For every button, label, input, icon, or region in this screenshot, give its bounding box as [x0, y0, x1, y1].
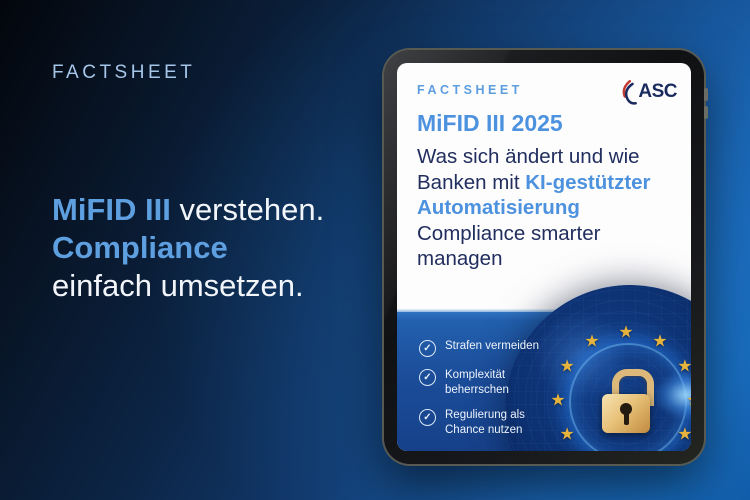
hero-headline: MiFID III verstehen. Compliance einfach …: [52, 191, 382, 305]
page-eyebrow: FACTSHEET: [52, 62, 196, 83]
eu-star-icon: ★: [618, 322, 634, 342]
factsheet-label: FACTSHEET: [417, 83, 523, 97]
check-circle-icon: ✓: [419, 409, 436, 426]
subtitle-accent: KI-gestützter Automatisierung: [417, 170, 651, 220]
tablet-mockup: FACTSHEET ASC MiFID III 2025 Was sich än…: [384, 50, 708, 464]
tablet-volume-button-up: [704, 88, 708, 101]
padlock-icon: [602, 369, 654, 433]
factsheet-subtitle: Was sich ändert und wie Banken mit KI-ge…: [417, 144, 657, 272]
eu-star-icon: ★: [559, 356, 575, 376]
asc-logo: ASC: [619, 79, 677, 105]
subtitle-seg1: Was sich ändert und wie Banken mit: [417, 145, 640, 194]
checklist-label: Strafen vermeiden: [445, 340, 539, 352]
asc-logo-text: ASC: [638, 81, 677, 102]
checklist-item: ✓ Strafen vermeiden: [419, 339, 553, 357]
subtitle-seg3: Compliance smarter managen: [417, 221, 601, 271]
hero-accent-mifid: MiFID III: [52, 192, 171, 227]
checklist-label: Komplexität beherrschen: [445, 369, 509, 396]
check-circle-icon: ✓: [419, 369, 436, 386]
eu-star-icon: ★: [652, 450, 667, 451]
factsheet-title: MiFID III 2025: [417, 110, 563, 136]
hero-line-2: Compliance: [52, 229, 382, 267]
tablet-screen: FACTSHEET ASC MiFID III 2025 Was sich än…: [397, 63, 691, 451]
screen-header: FACTSHEET ASC: [417, 79, 677, 105]
eu-star-icon: ★: [677, 356, 691, 376]
tablet-volume-button-down: [704, 106, 708, 119]
eu-star-icon: ★: [559, 424, 575, 444]
eu-star-icon: ★: [677, 424, 691, 444]
padlock-shackle: [612, 369, 654, 406]
hero-rest-verstehen: verstehen.: [170, 192, 325, 227]
eu-star-icon: ★: [584, 331, 600, 351]
hero-rest-umsetzen: einfach umsetzen.: [52, 268, 304, 303]
checklist-item: ✓ Komplexität beherrschen: [419, 368, 553, 397]
eu-star-icon: ★: [550, 390, 566, 410]
asc-swoosh-icon: [622, 79, 638, 105]
hero-line-3: einfach umsetzen.: [52, 267, 382, 305]
benefits-checklist: ✓ Strafen vermeiden ✓ Komplexität beherrsch…: [419, 339, 553, 437]
padlock-keyhole: [620, 403, 632, 415]
checklist-item: ✓ Regulierung als Chance nutzen: [419, 408, 553, 437]
eu-star-icon: ★: [652, 331, 668, 351]
hero-accent-compliance: Compliance: [52, 230, 228, 265]
padlock-keystem: [623, 412, 629, 425]
check-circle-icon: ✓: [419, 340, 436, 357]
checklist-label: Regulierung als Chance nutzen: [445, 409, 525, 436]
hero-line-1: MiFID III verstehen.: [52, 191, 382, 229]
eu-star-icon: ★: [584, 450, 599, 451]
eu-star-icon: ★: [686, 392, 691, 409]
